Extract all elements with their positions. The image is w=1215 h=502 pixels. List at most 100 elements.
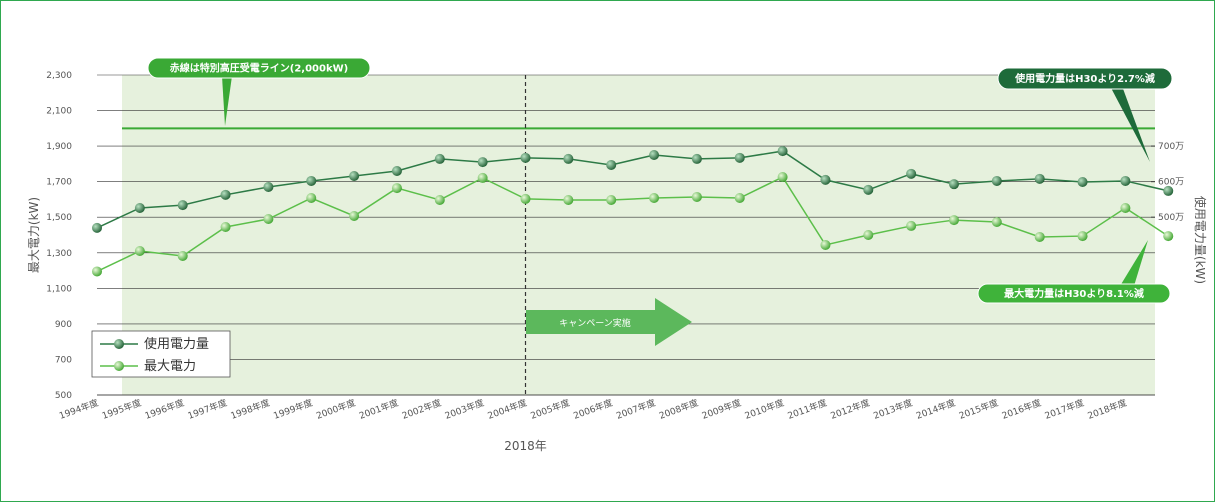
point (220, 189, 231, 200)
point (991, 175, 1002, 186)
y2-tick-label: 600万 (1158, 178, 1184, 188)
x-tick-label: 2017年度 (1043, 397, 1086, 422)
x-tick-label: 2000年度 (315, 397, 358, 422)
x-tick-label: 1998年度 (229, 397, 272, 422)
x-tick-label: 1996年度 (143, 397, 186, 422)
point (820, 239, 831, 250)
y-tick-label: 900 (55, 320, 72, 330)
point (563, 194, 574, 205)
y-tick-label: 500 (55, 391, 72, 401)
x-tick-label: 2012年度 (829, 397, 872, 422)
point (1034, 231, 1045, 242)
x-tick-label: 1999年度 (272, 397, 315, 422)
point (306, 175, 317, 186)
x-tick-label: 2005年度 (529, 397, 572, 422)
peak-note-text: 最大電力量はH30より8.1%減 (1004, 287, 1144, 300)
x-tick-label: 2004年度 (486, 397, 529, 422)
y-tick-label: 1,500 (46, 213, 72, 223)
point (1120, 202, 1131, 213)
x-tick-label: 2011年度 (786, 397, 829, 422)
point (306, 193, 317, 204)
y2-tick-label: 500万 (1158, 213, 1184, 223)
point (263, 182, 274, 192)
point (263, 214, 274, 224)
point (92, 266, 102, 277)
ref-note-pointer (222, 76, 232, 126)
x-tick-label: 2008年度 (657, 397, 700, 422)
x-tick-label: 1997年度 (186, 397, 229, 422)
point (863, 184, 874, 195)
point (391, 166, 402, 176)
ref-note-text: 赤線は特別高圧受電ライン(2,000kW) (170, 62, 348, 75)
point (649, 193, 660, 204)
campaign-label: キャンペーン実施 (559, 317, 631, 329)
y-tick-label: 1,900 (46, 142, 72, 152)
point (606, 159, 617, 170)
legend-label: 最大電力 (144, 359, 196, 374)
y-tick-label: 2,100 (46, 107, 72, 117)
x-tick-label: 2009年度 (700, 397, 743, 422)
point (1120, 175, 1131, 186)
point (734, 152, 745, 163)
y2-tick-label: 700万 (1158, 142, 1184, 152)
x-tick-label: 2015年度 (957, 397, 1000, 422)
point (1077, 177, 1088, 188)
point (177, 200, 188, 211)
legend-marker (114, 361, 124, 371)
plot-background (122, 75, 1155, 395)
point (434, 194, 445, 205)
campaign-arrow (526, 298, 692, 346)
x-tick-label: 1995年度 (100, 397, 143, 422)
point (1034, 173, 1045, 184)
legend-label: 使用電力量 (144, 336, 209, 352)
point (906, 168, 917, 179)
point (777, 146, 788, 157)
point (349, 210, 360, 221)
point (1077, 231, 1088, 242)
series-line (96, 150, 1169, 229)
x-tick-label: 2014年度 (914, 397, 957, 422)
x-tick-label: 2018年度 (1086, 397, 1129, 422)
point (563, 153, 574, 164)
series-line (96, 176, 1169, 273)
x-tick-label: 2001年度 (357, 397, 400, 422)
point (520, 193, 531, 204)
energy-note-text: 使用電力量はH30より2.7%減 (1014, 72, 1155, 85)
x-tick-label: 2006年度 (572, 397, 615, 422)
point (949, 179, 959, 190)
point (477, 157, 488, 168)
x-tick-label: 2002年度 (400, 397, 443, 422)
point (691, 191, 702, 202)
x-tick-label: 2010年度 (743, 397, 786, 422)
point (520, 152, 531, 163)
point (349, 170, 360, 181)
point (863, 230, 874, 240)
ref-note-box (147, 57, 371, 79)
point (177, 250, 188, 261)
point (949, 215, 959, 226)
point (734, 193, 745, 204)
y-tick-label: 700 (55, 355, 72, 365)
peak-note-box (977, 283, 1171, 304)
point (1163, 185, 1174, 196)
legend-marker (114, 339, 124, 349)
point (906, 220, 917, 231)
point (820, 174, 831, 185)
point (220, 222, 231, 232)
y-tick-label: 1,100 (46, 284, 72, 294)
x-tick-label: 2013年度 (872, 397, 915, 422)
y-axis-label: 最大電力(kW) (27, 197, 41, 273)
point (606, 194, 617, 205)
x-axis-label: 2018年 (504, 439, 547, 453)
point (991, 217, 1002, 228)
peak-note-pointer (1120, 240, 1148, 286)
legend-box (91, 330, 231, 378)
y-tick-label: 1,700 (46, 178, 72, 188)
point (691, 153, 702, 164)
point (391, 183, 402, 194)
point (477, 172, 488, 183)
x-tick-label: 2007年度 (615, 397, 658, 422)
point (134, 202, 145, 213)
point (777, 172, 788, 183)
